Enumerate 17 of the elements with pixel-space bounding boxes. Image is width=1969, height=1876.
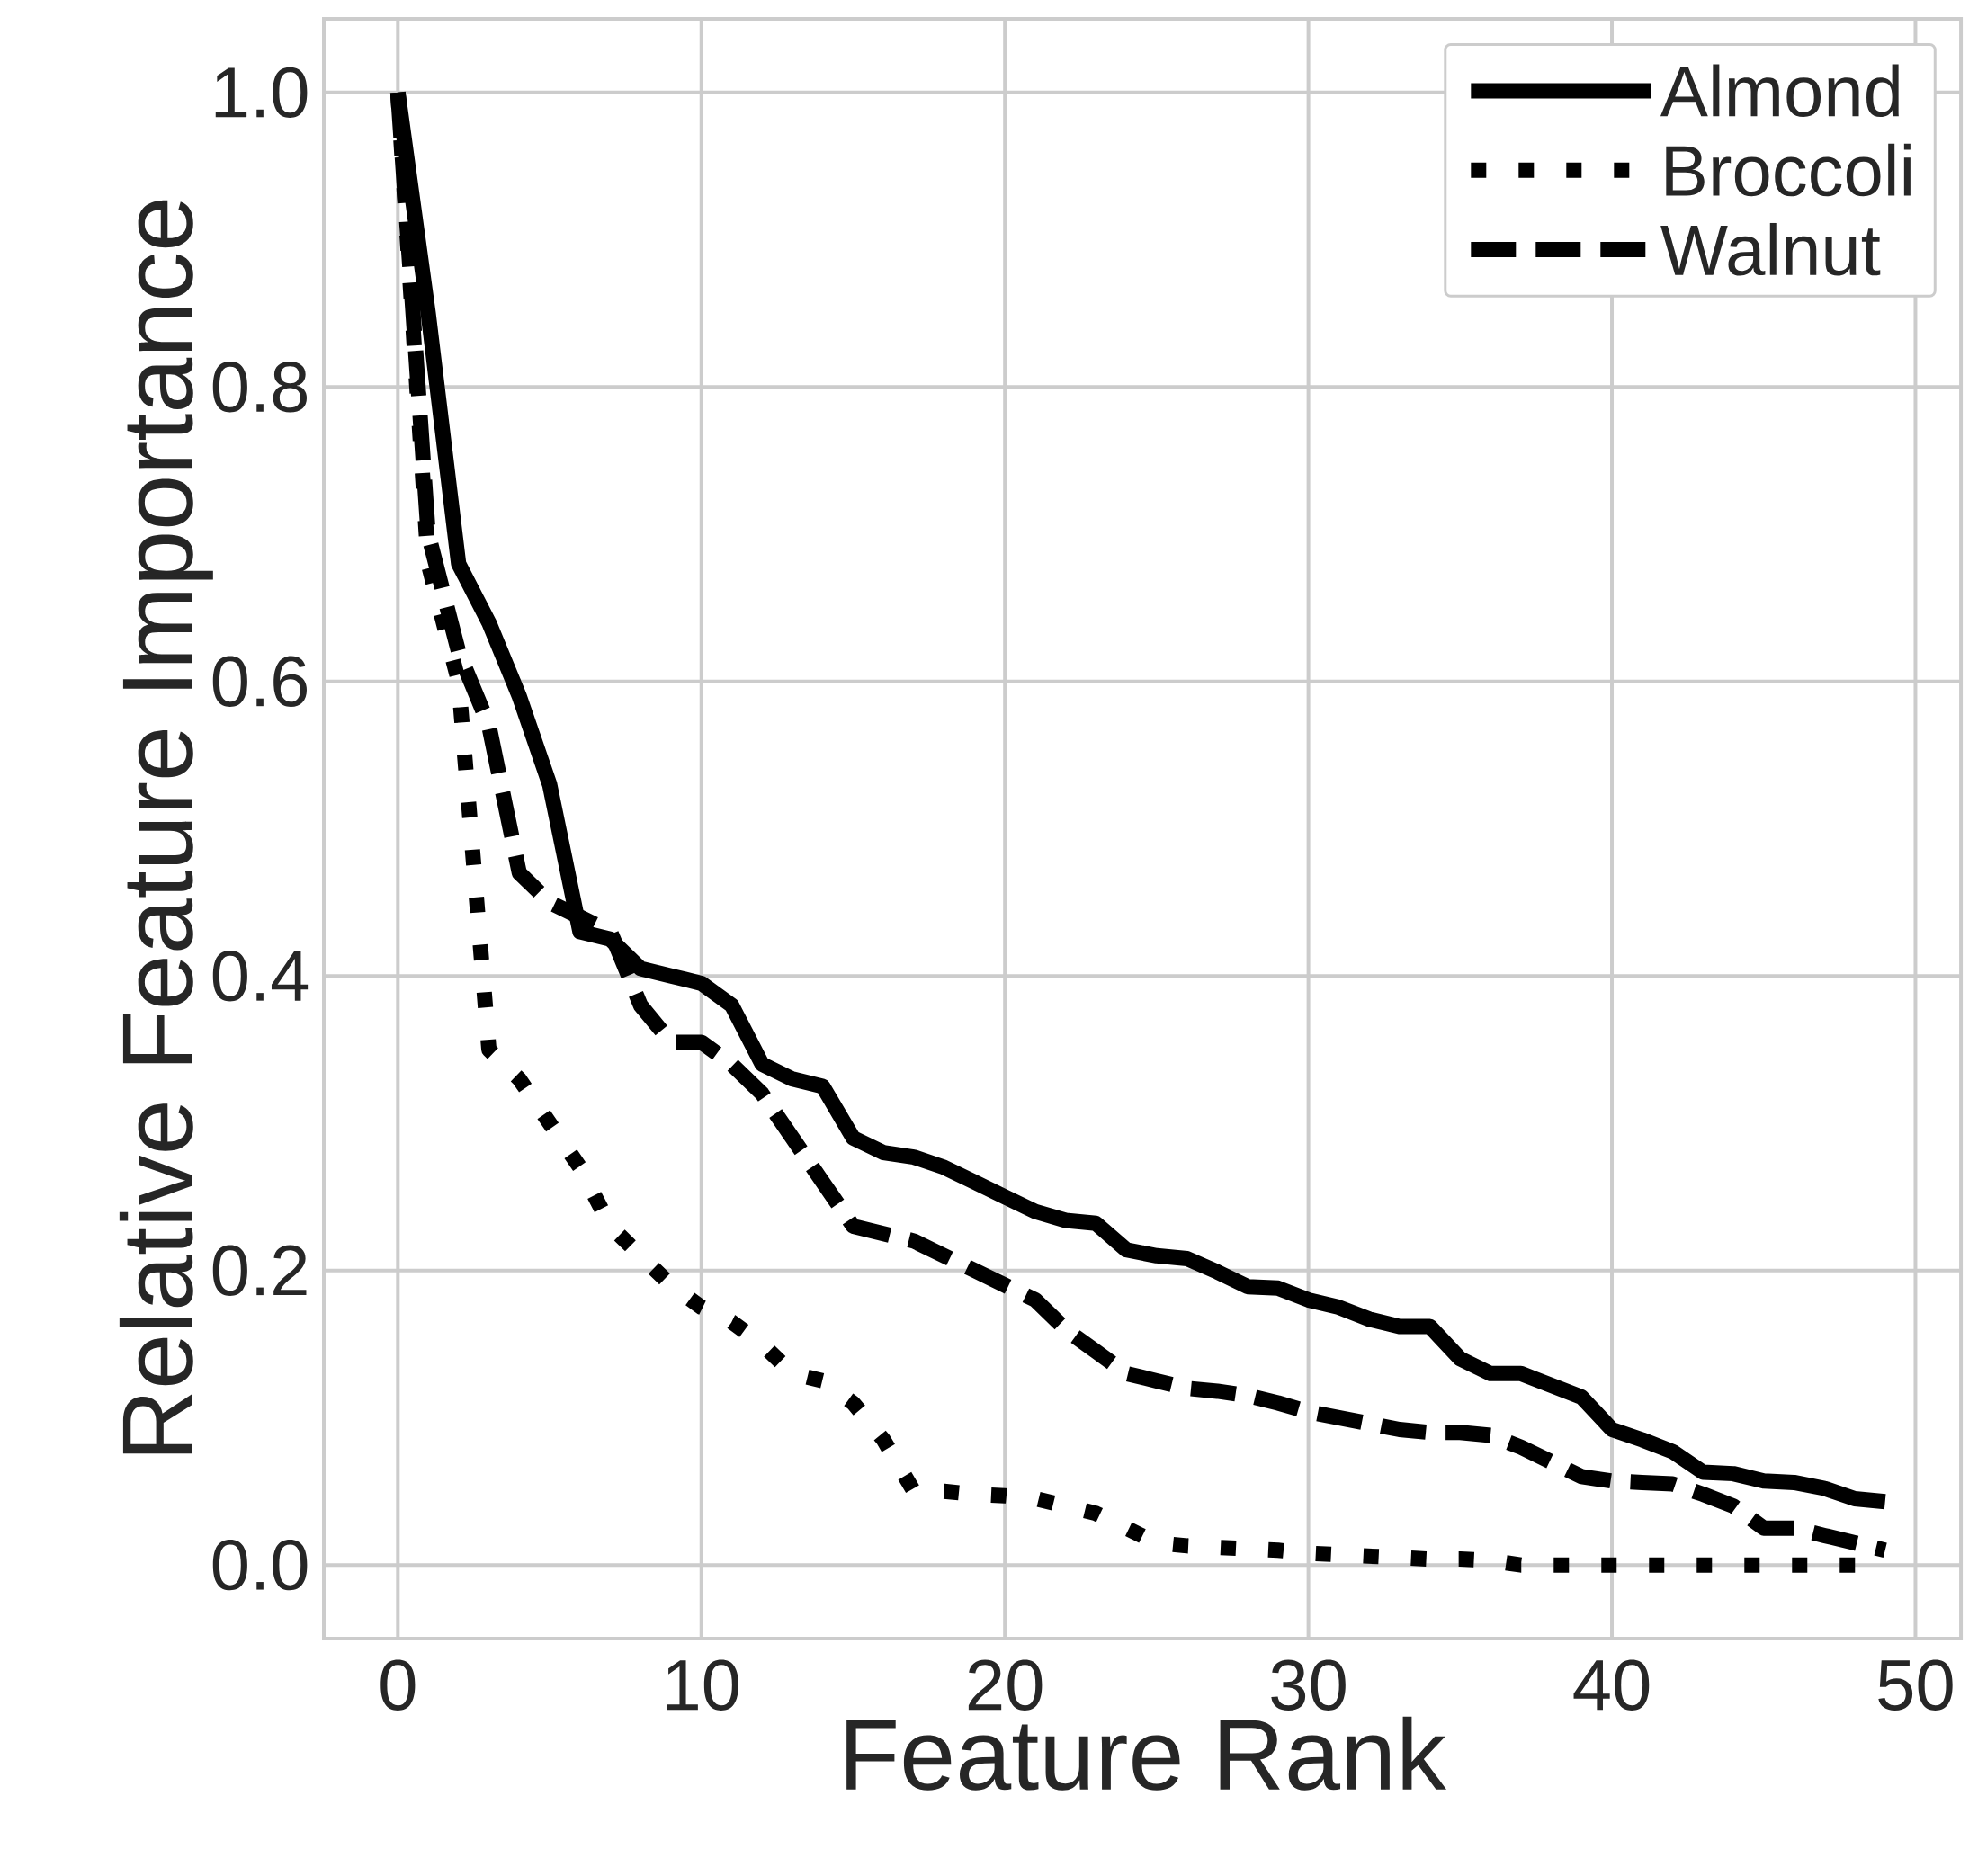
- y-tick-label: 0.6: [212, 656, 307, 707]
- x-tick-label: 0: [380, 1659, 416, 1711]
- y-tick-label: 0.4: [212, 951, 309, 1002]
- y-tick-label: 1.0: [215, 67, 308, 119]
- x-tick-label: 10: [667, 1659, 738, 1711]
- y-tick-label: 0.8: [212, 362, 308, 413]
- legend-label: Broccoli: [1666, 143, 1911, 197]
- legend-label: Walnut: [1660, 222, 1881, 276]
- x-tick-label: 40: [1573, 1659, 1650, 1711]
- y-tick-label: 0.0: [212, 1539, 308, 1591]
- x-tick-label: 30: [1271, 1659, 1346, 1711]
- x-axis-title: Feature Rank: [846, 1716, 1447, 1791]
- x-tick-label: 20: [968, 1659, 1043, 1711]
- y-axis-title: Relative Feature Importance: [119, 200, 213, 1454]
- y-tick-label: 0.2: [212, 1245, 307, 1296]
- x-tick-label: 50: [1878, 1659, 1953, 1711]
- legend-label: Almond: [1660, 64, 1899, 118]
